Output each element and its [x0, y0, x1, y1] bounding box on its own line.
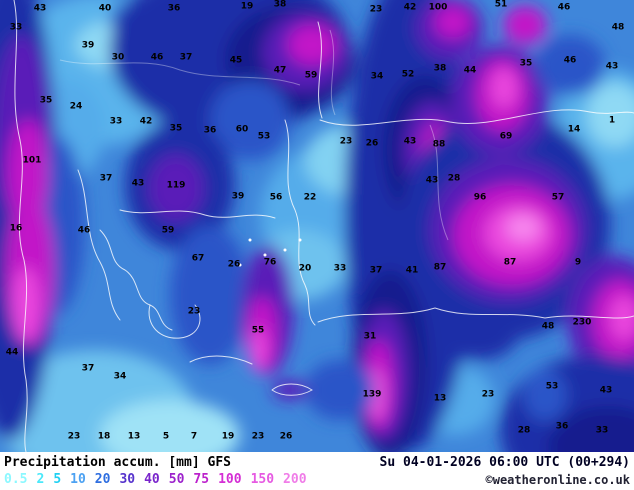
legend-value: 150 [250, 472, 275, 487]
legend-value: 2 [36, 472, 45, 487]
country-borders [59, 29, 449, 241]
legend-value: 200 [283, 472, 307, 487]
legend-values: 0.5 2 5 10 20 30 40 50 75 100 150 200 [4, 472, 307, 487]
footer: Precipitation accum. [mm] GFS Su 04-01-2… [0, 452, 634, 490]
map-datetime: Su 04-01-2026 06:00 UTC (00+294) [379, 455, 630, 470]
copyright: ©weatheronline.co.uk [485, 473, 631, 487]
legend-value: 5 [53, 472, 62, 487]
legend-value: 10 [70, 472, 86, 487]
map-title: Precipitation accum. [mm] GFS [4, 455, 231, 470]
legend-value: 50 [168, 472, 185, 487]
legend-value: 40 [144, 472, 160, 487]
legend-value: 30 [119, 472, 136, 487]
legend-value: 100 [218, 472, 242, 487]
legend-value: 20 [94, 472, 111, 487]
precipitation-map: 43 40 36 19 38 23 42 100 51 46 48 33 39 30 46 37 45 47 59 3… [0, 0, 634, 452]
coastlines [13, 0, 634, 452]
legend-value: 75 [193, 472, 210, 487]
map-graphic [0, 0, 634, 452]
legend-value: 0.5 [4, 472, 28, 487]
precipitation-field [0, 0, 634, 452]
